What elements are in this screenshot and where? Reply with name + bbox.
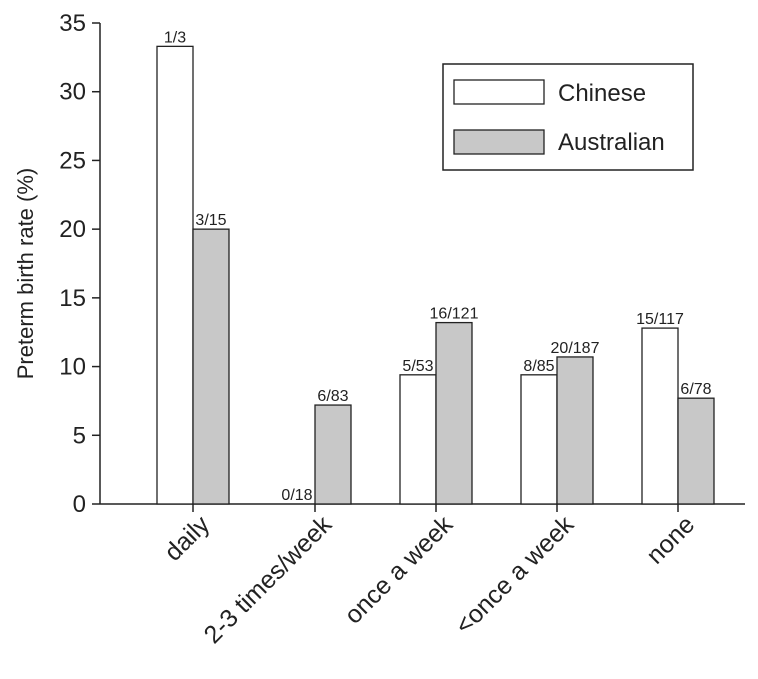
legend-swatch-chinese <box>453 79 545 105</box>
bar-data-label: 16/121 <box>430 306 479 323</box>
bar-data-label: 15/117 <box>636 311 684 328</box>
y-tick-label: 10 <box>59 354 86 381</box>
bar-data-label: 8/85 <box>523 358 554 375</box>
bar-data-label: 20/187 <box>551 340 600 357</box>
y-tick-label: 5 <box>73 422 86 449</box>
bar-data-label: 5/53 <box>402 358 433 375</box>
bar-australian <box>677 397 715 505</box>
bar-chinese <box>641 327 679 505</box>
y-tick-label: 15 <box>59 285 86 312</box>
bar-australian <box>192 228 230 505</box>
x-category-label: <once a week <box>450 510 580 640</box>
y-tick-label: 20 <box>59 216 86 243</box>
bar-data-label: 1/3 <box>164 29 186 46</box>
bar-data-label: 0/18 <box>281 487 312 504</box>
y-tick-label: 0 <box>73 491 86 518</box>
legend: Chinese Australian <box>442 63 694 171</box>
x-category-label: 2-3 times/week <box>199 510 338 649</box>
y-tick-label: 25 <box>59 147 86 174</box>
x-category-label: daily <box>159 510 216 567</box>
y-tick-label: 35 <box>59 10 86 37</box>
y-axis-title: Preterm birth rate (%) <box>13 168 38 380</box>
x-category-label: once a week <box>339 510 458 629</box>
bar-chinese <box>399 374 437 505</box>
legend-swatch-australian <box>453 129 545 155</box>
y-tick-label: 30 <box>59 79 86 106</box>
bar-australian <box>556 356 594 505</box>
bar-australian <box>435 321 473 505</box>
bar-data-label: 6/83 <box>317 388 348 405</box>
bar-chinese <box>520 374 558 505</box>
legend-label-australian: Australian <box>558 129 665 156</box>
x-category-label: none <box>641 510 700 569</box>
legend-label-chinese: Chinese <box>558 80 646 107</box>
bar-australian <box>314 404 352 505</box>
bar-data-label: 6/78 <box>680 381 711 398</box>
bar-data-label: 3/15 <box>195 212 226 229</box>
bar-chinese <box>156 45 194 505</box>
